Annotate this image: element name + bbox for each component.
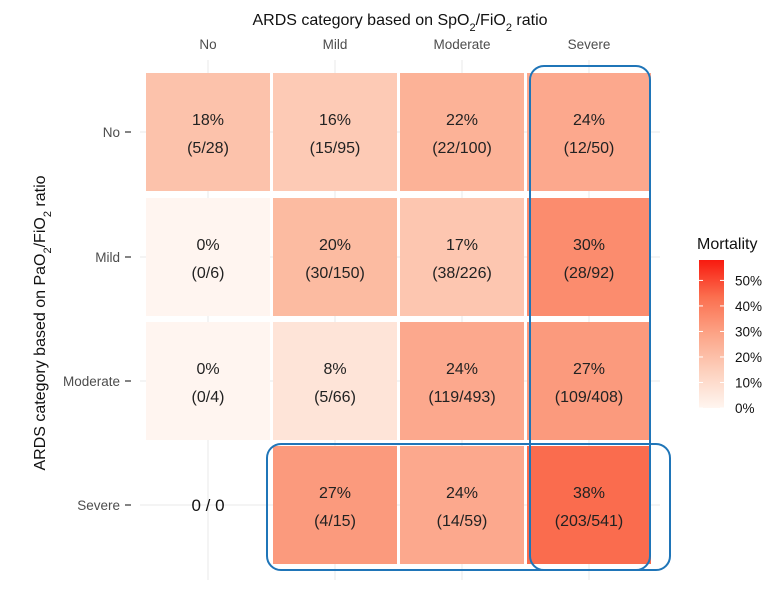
tile-percent-label: 20% [319, 237, 351, 254]
x-tick-label: Mild [323, 37, 348, 52]
y-axis-title: ARDS category based on PaO2/FiO2 ratio [32, 175, 54, 470]
heatmap-tile [273, 198, 397, 316]
x-tick-label: Severe [568, 37, 611, 52]
empty-cell-label: 0 / 0 [191, 496, 224, 515]
tile-labels: 18% (5/28) 16% (15/95) 22% (22/100) 24% (12/50)… [187, 112, 623, 530]
tile-percent-label: 18% [192, 112, 224, 129]
tile-percent-label: 0% [196, 237, 219, 254]
legend-label: 10% [735, 375, 762, 390]
y-tick-label: Mild [95, 250, 120, 265]
tile-percent-label: 27% [319, 485, 351, 502]
tile-percent-label: 8% [323, 361, 346, 378]
tiles [146, 73, 651, 564]
tile-percent-label: 24% [446, 361, 478, 378]
tile-percent-label: 30% [573, 237, 605, 254]
tile-count-label: (38/226) [432, 265, 492, 282]
tile-percent-label: 16% [319, 112, 351, 129]
heatmap-tile [527, 322, 651, 440]
heatmap-tile [527, 446, 651, 564]
heatmap-tile [273, 322, 397, 440]
legend-title: Mortality [697, 236, 757, 253]
x-axis-title: ARDS category based on SpO2/FiO2 ratio [252, 12, 547, 34]
tile-percent-label: 22% [446, 112, 478, 129]
tile-count-label: (12/50) [564, 140, 615, 157]
heatmap-tile [400, 446, 524, 564]
legend-label: 30% [735, 324, 762, 339]
x-tick-label: Moderate [433, 37, 490, 52]
tile-percent-label: 24% [446, 485, 478, 502]
tile-count-label: (30/150) [305, 265, 365, 282]
tile-count-label: (4/15) [314, 513, 356, 530]
heatmap-tile [400, 198, 524, 316]
legend: Mortality 50% 40% 30% 20% 10% 0% [697, 236, 762, 416]
tile-count-label: (5/28) [187, 140, 229, 157]
heatmap-tile [146, 322, 270, 440]
tile-count-label: (119/493) [428, 389, 495, 406]
tile-count-label: (203/541) [555, 513, 624, 530]
tile-count-label: (109/408) [555, 389, 624, 406]
tile-percent-label: 24% [573, 112, 605, 129]
legend-color-bar [699, 260, 724, 408]
tile-percent-label: 38% [573, 485, 605, 502]
tile-percent-label: 27% [573, 361, 605, 378]
heatmap-tile [273, 73, 397, 191]
tile-percent-label: 0% [196, 361, 219, 378]
tile-count-label: (14/59) [437, 513, 488, 530]
legend-label: 0% [735, 401, 755, 416]
highlight-boxes [266, 65, 671, 571]
tile-count-label: (0/4) [192, 389, 225, 406]
heatmap-tile [146, 198, 270, 316]
y-tick-label: No [103, 125, 120, 140]
tile-count-label: (28/92) [564, 265, 615, 282]
tile-count-label: (0/6) [192, 265, 225, 282]
heatmap-tile [400, 73, 524, 191]
tile-count-label: (22/100) [432, 140, 492, 157]
legend-label: 40% [735, 299, 762, 314]
heatmap-tile [400, 322, 524, 440]
severe-pao2-row-highlight [266, 443, 671, 571]
legend-label: 50% [735, 273, 762, 288]
tile-count-label: (15/95) [310, 140, 361, 157]
tile-percent-label: 17% [446, 237, 478, 254]
y-tick-label: Severe [77, 498, 120, 513]
heatmap-tile [527, 73, 651, 191]
heatmap-tile [146, 73, 270, 191]
legend-label: 20% [735, 350, 762, 365]
x-tick-label: No [199, 37, 216, 52]
heatmap-tile [527, 198, 651, 316]
y-tick-label: Moderate [63, 374, 120, 389]
heatmap-tile [273, 446, 397, 564]
tile-count-label: (5/66) [314, 389, 356, 406]
